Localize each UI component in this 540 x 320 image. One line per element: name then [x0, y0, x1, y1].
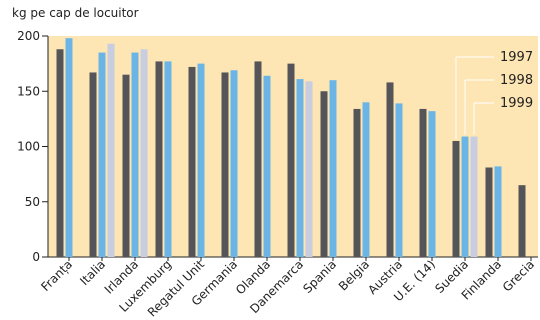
y-tick-label: 100	[17, 140, 40, 154]
bar-1998-7	[263, 75, 271, 257]
bar-1997-4	[155, 61, 163, 257]
bar-1997-5	[188, 66, 196, 257]
bar-1997-8	[287, 63, 295, 257]
bar-1998-3	[131, 52, 139, 258]
y-axis-label: kg pe cap de locuitor	[12, 6, 139, 20]
bar-1997-3	[122, 74, 130, 257]
bar-1997-14	[485, 167, 493, 257]
bar-1998-4	[164, 61, 172, 257]
y-tick-label: 200	[17, 29, 40, 43]
x-tick-label: Franța	[38, 257, 75, 294]
bar-1997-2	[89, 72, 97, 257]
bar-1998-10	[362, 102, 370, 257]
bar-1997-10	[353, 108, 361, 258]
bar-1997-6	[221, 72, 229, 257]
bar-1998-13	[461, 136, 469, 257]
bar-1998-2	[98, 52, 106, 258]
bar-1998-9	[329, 80, 337, 257]
bar-1998-14	[494, 166, 502, 257]
bar-1998-6	[230, 70, 238, 257]
bar-1998-11	[395, 103, 403, 257]
legend-label-1998: 1998	[500, 73, 533, 88]
bar-1998-12	[428, 111, 436, 257]
bar-1997-1	[56, 49, 64, 258]
bar-1999-8	[305, 81, 313, 258]
bar-1999-13	[470, 136, 478, 257]
x-tick-label: Spania	[300, 257, 339, 296]
bar-1997-12	[419, 108, 427, 258]
legend-label-1997: 1997	[500, 50, 533, 65]
bar-1997-15	[518, 185, 526, 257]
bar-1998-1	[65, 38, 73, 258]
bar-1999-3	[140, 49, 148, 258]
bar-1998-5	[197, 63, 205, 257]
legend-label-1999: 1999	[500, 96, 533, 111]
bar-1997-7	[254, 61, 262, 257]
y-tick-label: 50	[25, 195, 40, 209]
bar-1998-8	[296, 79, 304, 257]
y-tick-label: 150	[17, 84, 40, 98]
y-tick-label: 0	[32, 250, 40, 264]
bar-1999-2	[107, 43, 115, 257]
bar-1997-9	[320, 91, 328, 257]
x-tick-label: Grecia	[500, 257, 537, 294]
bar-1997-13	[452, 140, 460, 257]
x-tick-label: Italia	[77, 257, 108, 288]
bar-1997-11	[386, 82, 394, 257]
